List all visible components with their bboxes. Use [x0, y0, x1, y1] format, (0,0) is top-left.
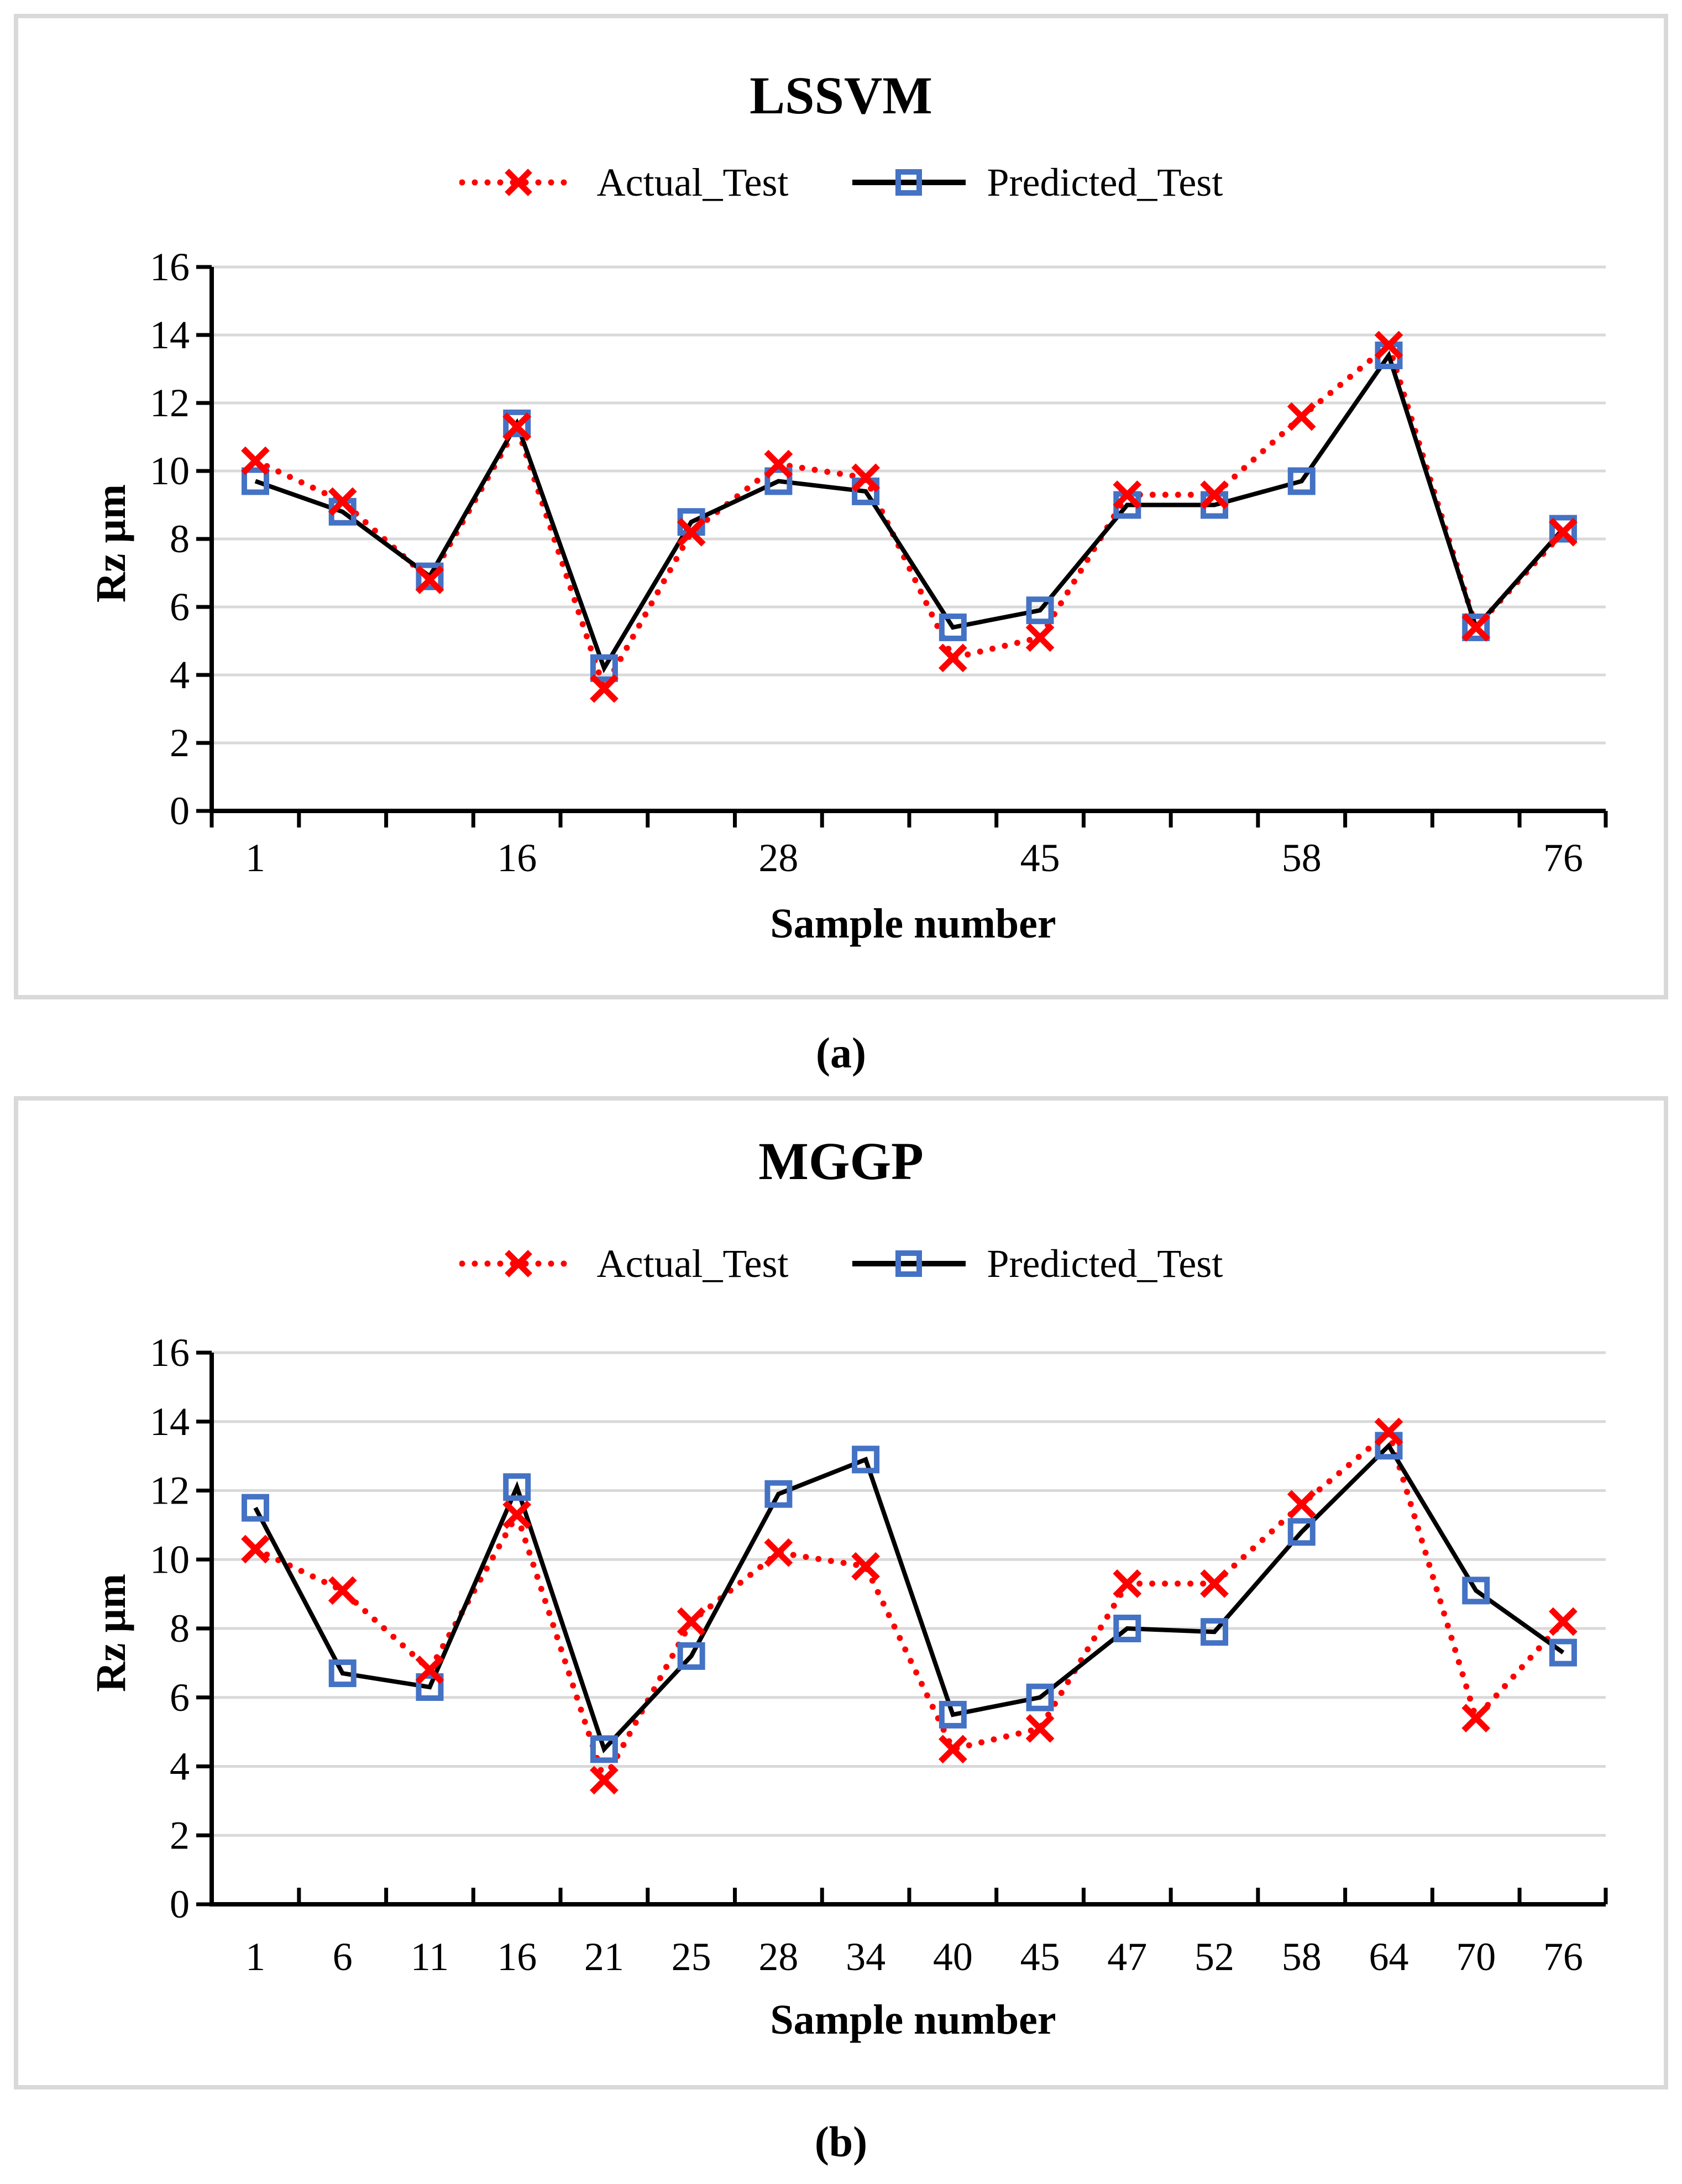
legend-mggp: Actual_Test Predicted_Test — [18, 1239, 1664, 1289]
legend-item-predicted: Predicted_Test — [850, 1241, 1223, 1287]
square-marker — [895, 1250, 922, 1277]
x-marker — [504, 1250, 532, 1277]
x-marker — [504, 169, 532, 196]
actual-line-swatch — [459, 160, 578, 205]
legend-label-actual: Actual_Test — [596, 1241, 789, 1286]
predicted-line-swatch — [850, 160, 968, 205]
actual-line-swatch — [459, 1242, 578, 1286]
caption-b: (b) — [814, 2118, 868, 2166]
predicted-line-swatch — [850, 1242, 968, 1286]
y-axis-title: Rz μm — [88, 484, 134, 603]
x-axis-title: Sample number — [770, 1997, 1056, 2043]
actual-swatch-svg — [459, 1250, 578, 1277]
legend-label-predicted: Predicted_Test — [987, 1241, 1223, 1286]
legend-label-predicted: Predicted_Test — [987, 160, 1223, 205]
panel-lssvm: LSSVM Actual_Test Predicted_Test Sample … — [14, 14, 1668, 999]
legend-label-actual: Actual_Test — [596, 160, 789, 205]
caption-a: (a) — [816, 1029, 866, 1077]
predicted-swatch-svg — [852, 169, 966, 196]
legend-lssvm: Actual_Test Predicted_Test — [18, 158, 1664, 207]
panel-mggp: MGGP Actual_Test Predicted_Test Sample n… — [14, 1096, 1668, 2089]
square-marker — [895, 169, 922, 196]
actual-swatch-svg — [459, 169, 578, 196]
chart-title-lssvm: LSSVM — [750, 66, 932, 125]
y-axis-title: Rz μm — [88, 1573, 134, 1693]
legend-item-actual: Actual_Test — [459, 1241, 789, 1287]
chart-title-mggp: MGGP — [758, 1132, 924, 1191]
legend-item-actual: Actual_Test — [459, 160, 789, 206]
legend-item-predicted: Predicted_Test — [850, 160, 1223, 206]
x-axis-title: Sample number — [770, 900, 1056, 947]
predicted-swatch-svg — [852, 1250, 966, 1277]
